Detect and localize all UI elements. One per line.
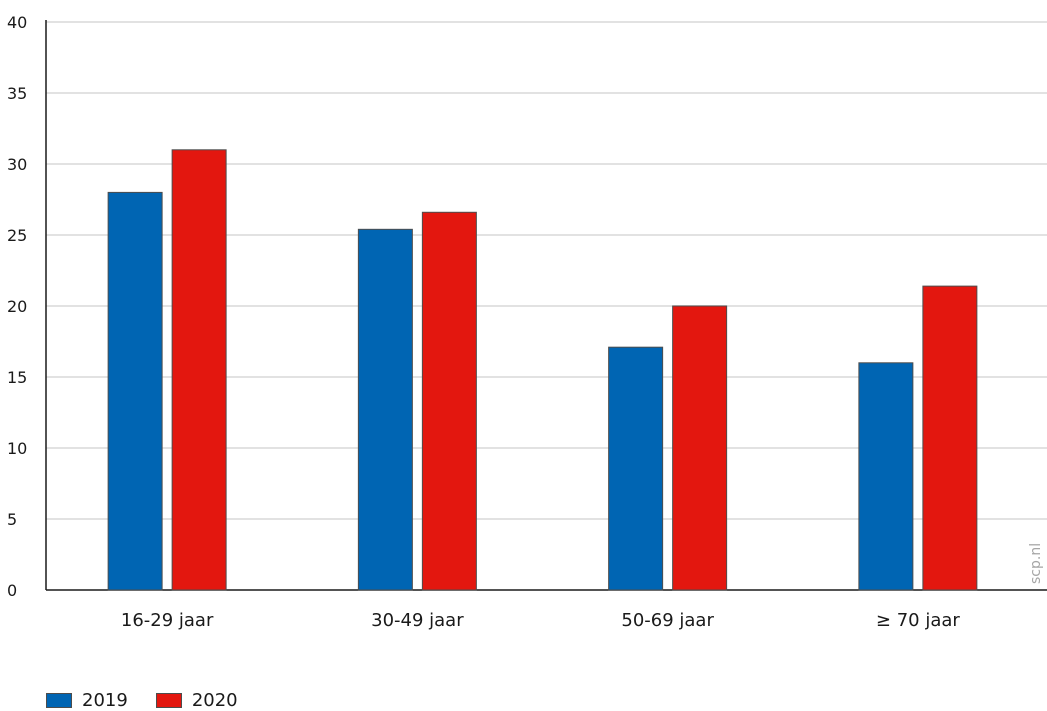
y-tick-label: 25 bbox=[7, 226, 27, 245]
bar-2019-3 bbox=[608, 346, 664, 591]
x-tick-label: 16-29 jaar bbox=[121, 610, 214, 631]
bar-2020-3 bbox=[672, 305, 728, 591]
x-tick-label: 30-49 jaar bbox=[371, 610, 464, 631]
y-tick-label: 40 bbox=[7, 13, 27, 32]
y-tick-label: 0 bbox=[7, 581, 17, 600]
legend-swatch-2019 bbox=[46, 693, 72, 708]
bar-2019-1 bbox=[107, 191, 163, 591]
bar-2020-4 bbox=[922, 285, 978, 591]
y-tick-label: 35 bbox=[7, 84, 27, 103]
bar-2019-2 bbox=[357, 228, 413, 591]
x-tick-label: ≥ 70 jaar bbox=[876, 610, 960, 631]
bar-chart: 0 5 10 15 20 25 30 35 40 16-29 jaar 30-49 jaar 50-6… bbox=[7, 13, 1047, 631]
bar-2019-4 bbox=[858, 362, 914, 591]
y-tick-label: 10 bbox=[7, 439, 27, 458]
bar-2020-1 bbox=[171, 149, 227, 591]
x-tick-label: 50-69 jaar bbox=[621, 610, 714, 631]
y-tick-label: 5 bbox=[7, 510, 17, 529]
y-tick-label: 20 bbox=[7, 297, 27, 316]
y-tick-label: 30 bbox=[7, 155, 27, 174]
legend-item-2019: 2019 bbox=[46, 690, 128, 711]
source-label: scp.nl bbox=[1028, 543, 1044, 584]
legend: 2019 2020 bbox=[46, 690, 266, 711]
bar-2020-2 bbox=[421, 211, 477, 591]
y-tick-label: 15 bbox=[7, 368, 27, 387]
legend-label-2019: 2019 bbox=[82, 690, 128, 711]
legend-item-2020: 2020 bbox=[155, 690, 238, 711]
legend-swatch-2020 bbox=[155, 693, 182, 708]
legend-label-2020: 2020 bbox=[191, 690, 238, 711]
